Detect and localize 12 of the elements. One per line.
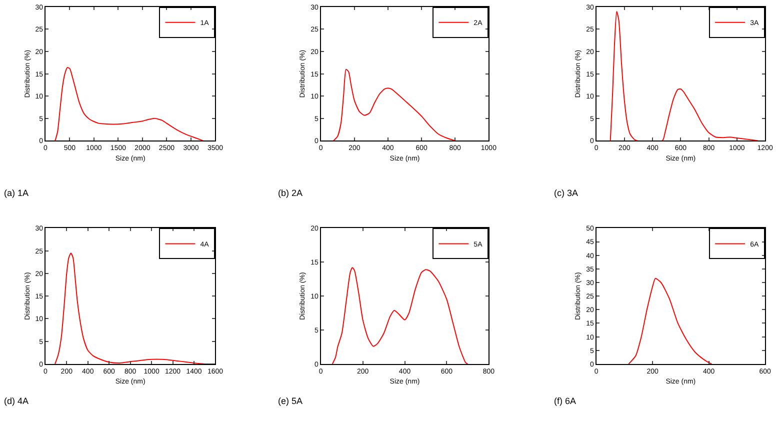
line-series [54,252,216,364]
text: (d) 4A [4,396,29,406]
line-series [628,278,712,364]
text: (c) 3A [554,188,578,198]
text: (a) 1A [4,188,29,198]
text: (f) 6A [554,396,576,406]
line-series [610,10,759,141]
line-series [332,68,456,141]
text: (b) 2A [278,188,303,198]
line-series [332,267,468,364]
line-series [54,67,204,141]
text: (e) 5A [278,396,303,406]
